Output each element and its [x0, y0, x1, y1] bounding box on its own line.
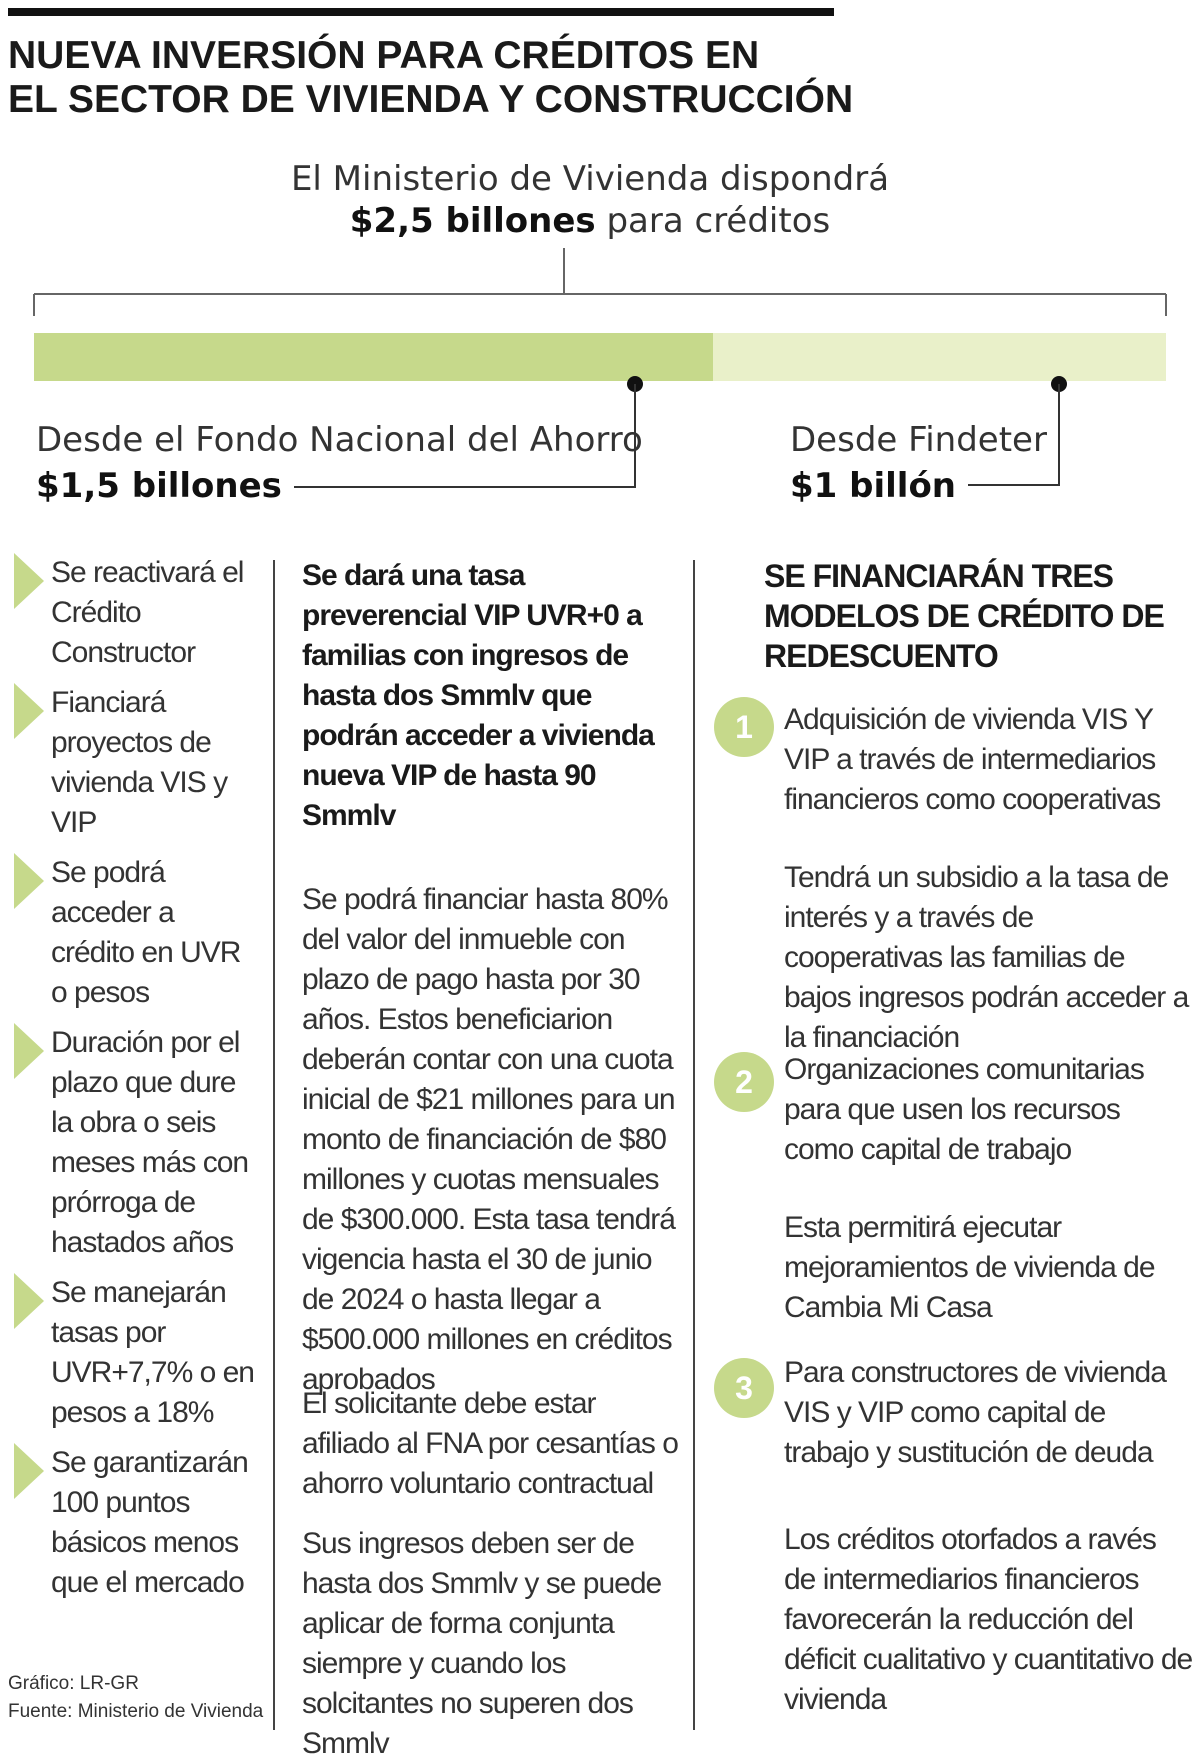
model-3-note: Los créditos otorfados a ravés de interm…	[784, 1523, 1193, 1716]
triangle-bullet-icon	[14, 683, 44, 739]
credits: Gráfico: LR-GR Fuente: Ministerio de Viv…	[8, 1670, 263, 1726]
intro-line-1: El Ministerio de Vivienda dispondrá	[290, 159, 890, 199]
fna-bar-segment	[34, 333, 713, 381]
title-line-2: EL SECTOR DE VIVIENDA Y CONSTRUCCIÓN	[8, 78, 854, 121]
bracket	[33, 248, 1167, 316]
list-item: Se podrá acceder a crédito en UVR o peso…	[14, 853, 254, 1013]
top-rule	[8, 8, 834, 16]
graphic-credit: Gráfico: LR-GR	[8, 1673, 139, 1694]
intro-rest: para créditos	[606, 201, 831, 241]
list-item: Se reactivará el Crédito Constructor	[14, 553, 254, 673]
triangle-bullet-icon	[14, 1443, 44, 1499]
triangle-bullet-icon	[14, 553, 44, 609]
model-number-badge: 2	[714, 1052, 774, 1112]
triangle-bullet-icon	[14, 1273, 44, 1329]
fna-features-list: Se reactivará el Crédito Constructor Fia…	[14, 553, 255, 1613]
list-item: Duración por el plazo que dure la obra o…	[14, 1023, 254, 1263]
fna-label: Desde el Fondo Nacional del Ahorro	[36, 420, 643, 460]
title-line-1: NUEVA INVERSIÓN PARA CRÉDITOS EN	[8, 34, 760, 77]
fna-leader	[278, 376, 643, 488]
fna-amount: $1,5 billones	[36, 464, 294, 508]
findeter-label: Desde Findeter	[790, 420, 1047, 460]
model-3-text: Para constructores de vivienda VIS y VIP…	[784, 1356, 1167, 1469]
list-item: Se garantizarán 100 puntos básicos menos…	[14, 1443, 254, 1603]
findeter-leader	[950, 376, 1067, 486]
source-credit: Fuente: Ministerio de Vivienda	[8, 1701, 264, 1722]
vip-rate-paragraph-2: El solicitante debe estar afiliado al FN…	[302, 1387, 679, 1500]
intro-amount: $2,5 billones	[349, 201, 596, 241]
allocation-diagram	[33, 248, 1167, 488]
model-1-note: Tendrá un subsidio a la tasa de interés …	[784, 861, 1189, 1054]
triangle-bullet-icon	[14, 853, 44, 909]
model-number-badge: 3	[714, 1358, 774, 1418]
findeter-amount: $1 billón	[790, 464, 969, 508]
list-item: Se manejarán tasas por UVR+7,7% o en pes…	[14, 1273, 255, 1433]
intro-text: El Ministerio de Vivienda dispondrá $2,5…	[250, 158, 930, 242]
column-divider-left	[273, 560, 275, 1730]
redescuento-heading: SE FINANCIARÁN TRES MODELOS DE CRÉDITO D…	[764, 558, 1165, 674]
model-1-text: Adquisición de vivienda VIS Y VIP a trav…	[784, 703, 1161, 816]
vip-rate-heading: Se dará una tasa preverencial VIP UVR+0 …	[302, 559, 655, 832]
page-title: NUEVA INVERSIÓN PARA CRÉDITOS EN EL SECT…	[8, 34, 908, 122]
vip-rate-paragraph-3: Sus ingresos deben ser de hasta dos Smml…	[302, 1527, 662, 1760]
column-divider-right	[693, 560, 695, 1730]
triangle-bullet-icon	[14, 1023, 44, 1079]
model-2-text: Organizaciones comunitarias para que use…	[784, 1053, 1145, 1166]
findeter-bar-segment	[713, 333, 1166, 381]
list-item: Fianciará proyectos de vivienda VIS y VI…	[14, 683, 254, 843]
model-2-note: Esta permitirá ejecutar mejoramientos de…	[784, 1211, 1156, 1324]
vip-rate-paragraph-1: Se podrá financiar hasta 80% del valor d…	[302, 883, 676, 1396]
intro-line-2: $2,5 billones para créditos	[250, 200, 930, 242]
model-number-badge: 1	[714, 697, 774, 757]
